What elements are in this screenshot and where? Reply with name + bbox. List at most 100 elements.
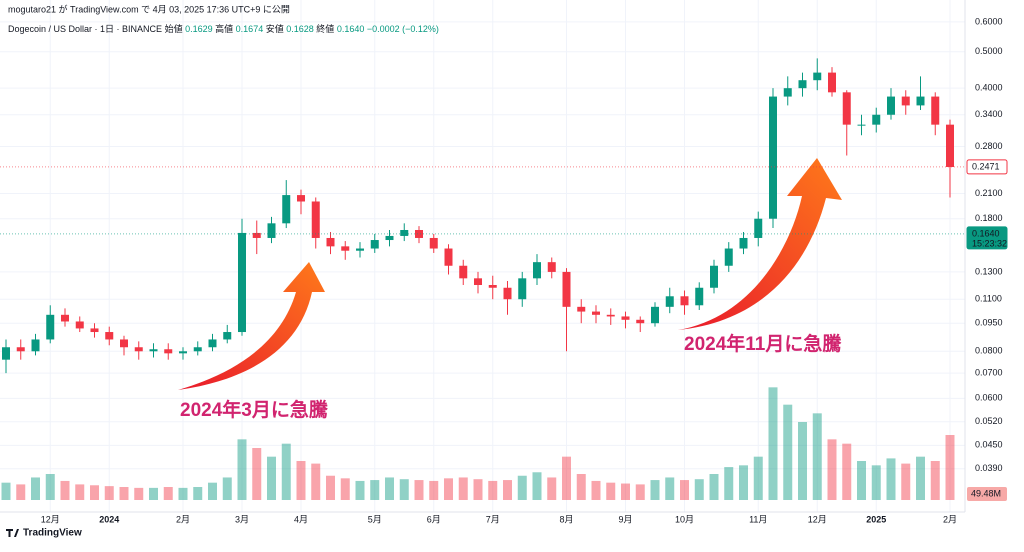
volume-bar bbox=[724, 467, 734, 500]
volume-bar bbox=[1, 482, 11, 500]
volume-bar bbox=[606, 482, 616, 500]
volume-bar bbox=[562, 456, 571, 500]
volume-label-box bbox=[967, 487, 1007, 501]
arrow bbox=[178, 262, 325, 390]
volume-bar bbox=[60, 480, 70, 500]
volume-bar bbox=[753, 456, 763, 500]
candle-body bbox=[46, 314, 55, 340]
candle-body bbox=[120, 339, 128, 348]
x-tick-label: 6月 bbox=[427, 514, 441, 524]
candle-body bbox=[238, 232, 246, 333]
candle-body bbox=[946, 124, 954, 167]
volume-bar bbox=[517, 475, 527, 500]
candle-body bbox=[208, 339, 217, 348]
volume-bar bbox=[901, 463, 911, 500]
x-tick-label: 8月 bbox=[559, 514, 573, 524]
x-tick-label: 2024 bbox=[99, 514, 119, 524]
candle-body bbox=[695, 287, 704, 306]
x-tick-label: 2月 bbox=[943, 514, 957, 524]
y-tick-label: 0.0800 bbox=[975, 346, 1003, 356]
candle-body bbox=[149, 349, 158, 352]
volume-bar bbox=[871, 465, 881, 500]
legend-item: −0.0002 (−0.12%) bbox=[367, 24, 439, 34]
candle-body bbox=[680, 296, 689, 306]
candle-body bbox=[739, 237, 748, 249]
legend-item: 0.1674 bbox=[236, 24, 264, 34]
y-tick-label: 0.0390 bbox=[975, 463, 1003, 473]
volume-bar bbox=[444, 478, 453, 500]
candle-body bbox=[813, 72, 822, 81]
candle-body bbox=[710, 265, 718, 288]
arrow bbox=[678, 158, 842, 330]
volume-bar bbox=[296, 461, 306, 500]
volume-bar bbox=[827, 439, 837, 500]
volume-bar bbox=[665, 477, 675, 500]
candle-layer bbox=[2, 58, 954, 374]
volume-bar bbox=[473, 479, 483, 500]
volume-bar bbox=[119, 487, 129, 500]
y-tick-label: 0.6000 bbox=[975, 16, 1003, 26]
volume-bar bbox=[399, 479, 409, 500]
volume-bar bbox=[916, 456, 925, 500]
volume-bar bbox=[930, 461, 940, 500]
annotation: 2024年11月に急騰 bbox=[684, 332, 842, 355]
candle-body bbox=[400, 229, 409, 236]
volume-bar bbox=[812, 413, 822, 500]
y-tick-label: 0.1300 bbox=[975, 266, 1003, 276]
volume-bar bbox=[311, 463, 321, 500]
x-tick-label: 5月 bbox=[368, 514, 382, 524]
y-tick-label: 0.2100 bbox=[975, 188, 1003, 198]
candle-body bbox=[429, 237, 438, 249]
volume-bar bbox=[370, 480, 380, 500]
footer-logo: TradingView bbox=[6, 528, 82, 539]
volume-bar bbox=[326, 475, 335, 500]
candle-body bbox=[828, 72, 836, 93]
volume-bar bbox=[798, 422, 807, 500]
grid bbox=[0, 0, 965, 512]
volume-bar bbox=[576, 474, 586, 500]
legend-item: 高値 bbox=[215, 23, 233, 34]
candle-body bbox=[75, 321, 84, 329]
volume-bar bbox=[414, 480, 424, 500]
candle-body bbox=[444, 248, 453, 266]
candle-body bbox=[474, 278, 482, 286]
volume-bar bbox=[208, 482, 217, 500]
candle-body bbox=[31, 339, 40, 352]
legend-item: 0.1628 bbox=[286, 24, 314, 34]
volume-bar bbox=[134, 487, 144, 500]
y-tick-label: 0.0600 bbox=[975, 393, 1003, 403]
candle-body bbox=[341, 246, 350, 251]
volume-bar bbox=[149, 487, 158, 500]
volume-layer bbox=[1, 387, 955, 500]
volume-bar bbox=[886, 458, 896, 500]
volume-label: 49.48M bbox=[971, 488, 1001, 498]
candle-body bbox=[901, 96, 910, 106]
y-tick-label: 0.4000 bbox=[975, 83, 1003, 93]
x-tick-label: 2025 bbox=[866, 514, 886, 524]
x-tick-label: 7月 bbox=[486, 514, 500, 524]
x-tick-label: 12月 bbox=[808, 514, 827, 524]
candle-body bbox=[783, 88, 792, 97]
candle-body bbox=[636, 319, 645, 324]
candle-body bbox=[267, 223, 276, 238]
candle-body bbox=[370, 240, 379, 249]
candle-body bbox=[326, 237, 335, 247]
volume-bar bbox=[45, 474, 55, 500]
x-tick-label: 2月 bbox=[176, 514, 190, 524]
candle-body bbox=[297, 195, 305, 202]
y-tick-label: 0.3400 bbox=[975, 109, 1003, 119]
volume-bar bbox=[237, 439, 247, 500]
volume-bar bbox=[31, 477, 40, 500]
candle-body bbox=[134, 347, 143, 352]
y-tick-label: 0.2800 bbox=[975, 141, 1003, 151]
candle-body bbox=[105, 332, 114, 340]
x-tick-label: 9月 bbox=[618, 514, 632, 524]
annotation: 2024年3月に急騰 bbox=[180, 398, 329, 421]
candle-body bbox=[223, 332, 232, 340]
volume-bar bbox=[650, 480, 660, 500]
footer: TradingView bbox=[23, 528, 82, 539]
candle-body bbox=[252, 232, 261, 238]
candle-body bbox=[665, 296, 674, 307]
candle-body bbox=[415, 229, 423, 238]
candle-body bbox=[90, 328, 99, 333]
